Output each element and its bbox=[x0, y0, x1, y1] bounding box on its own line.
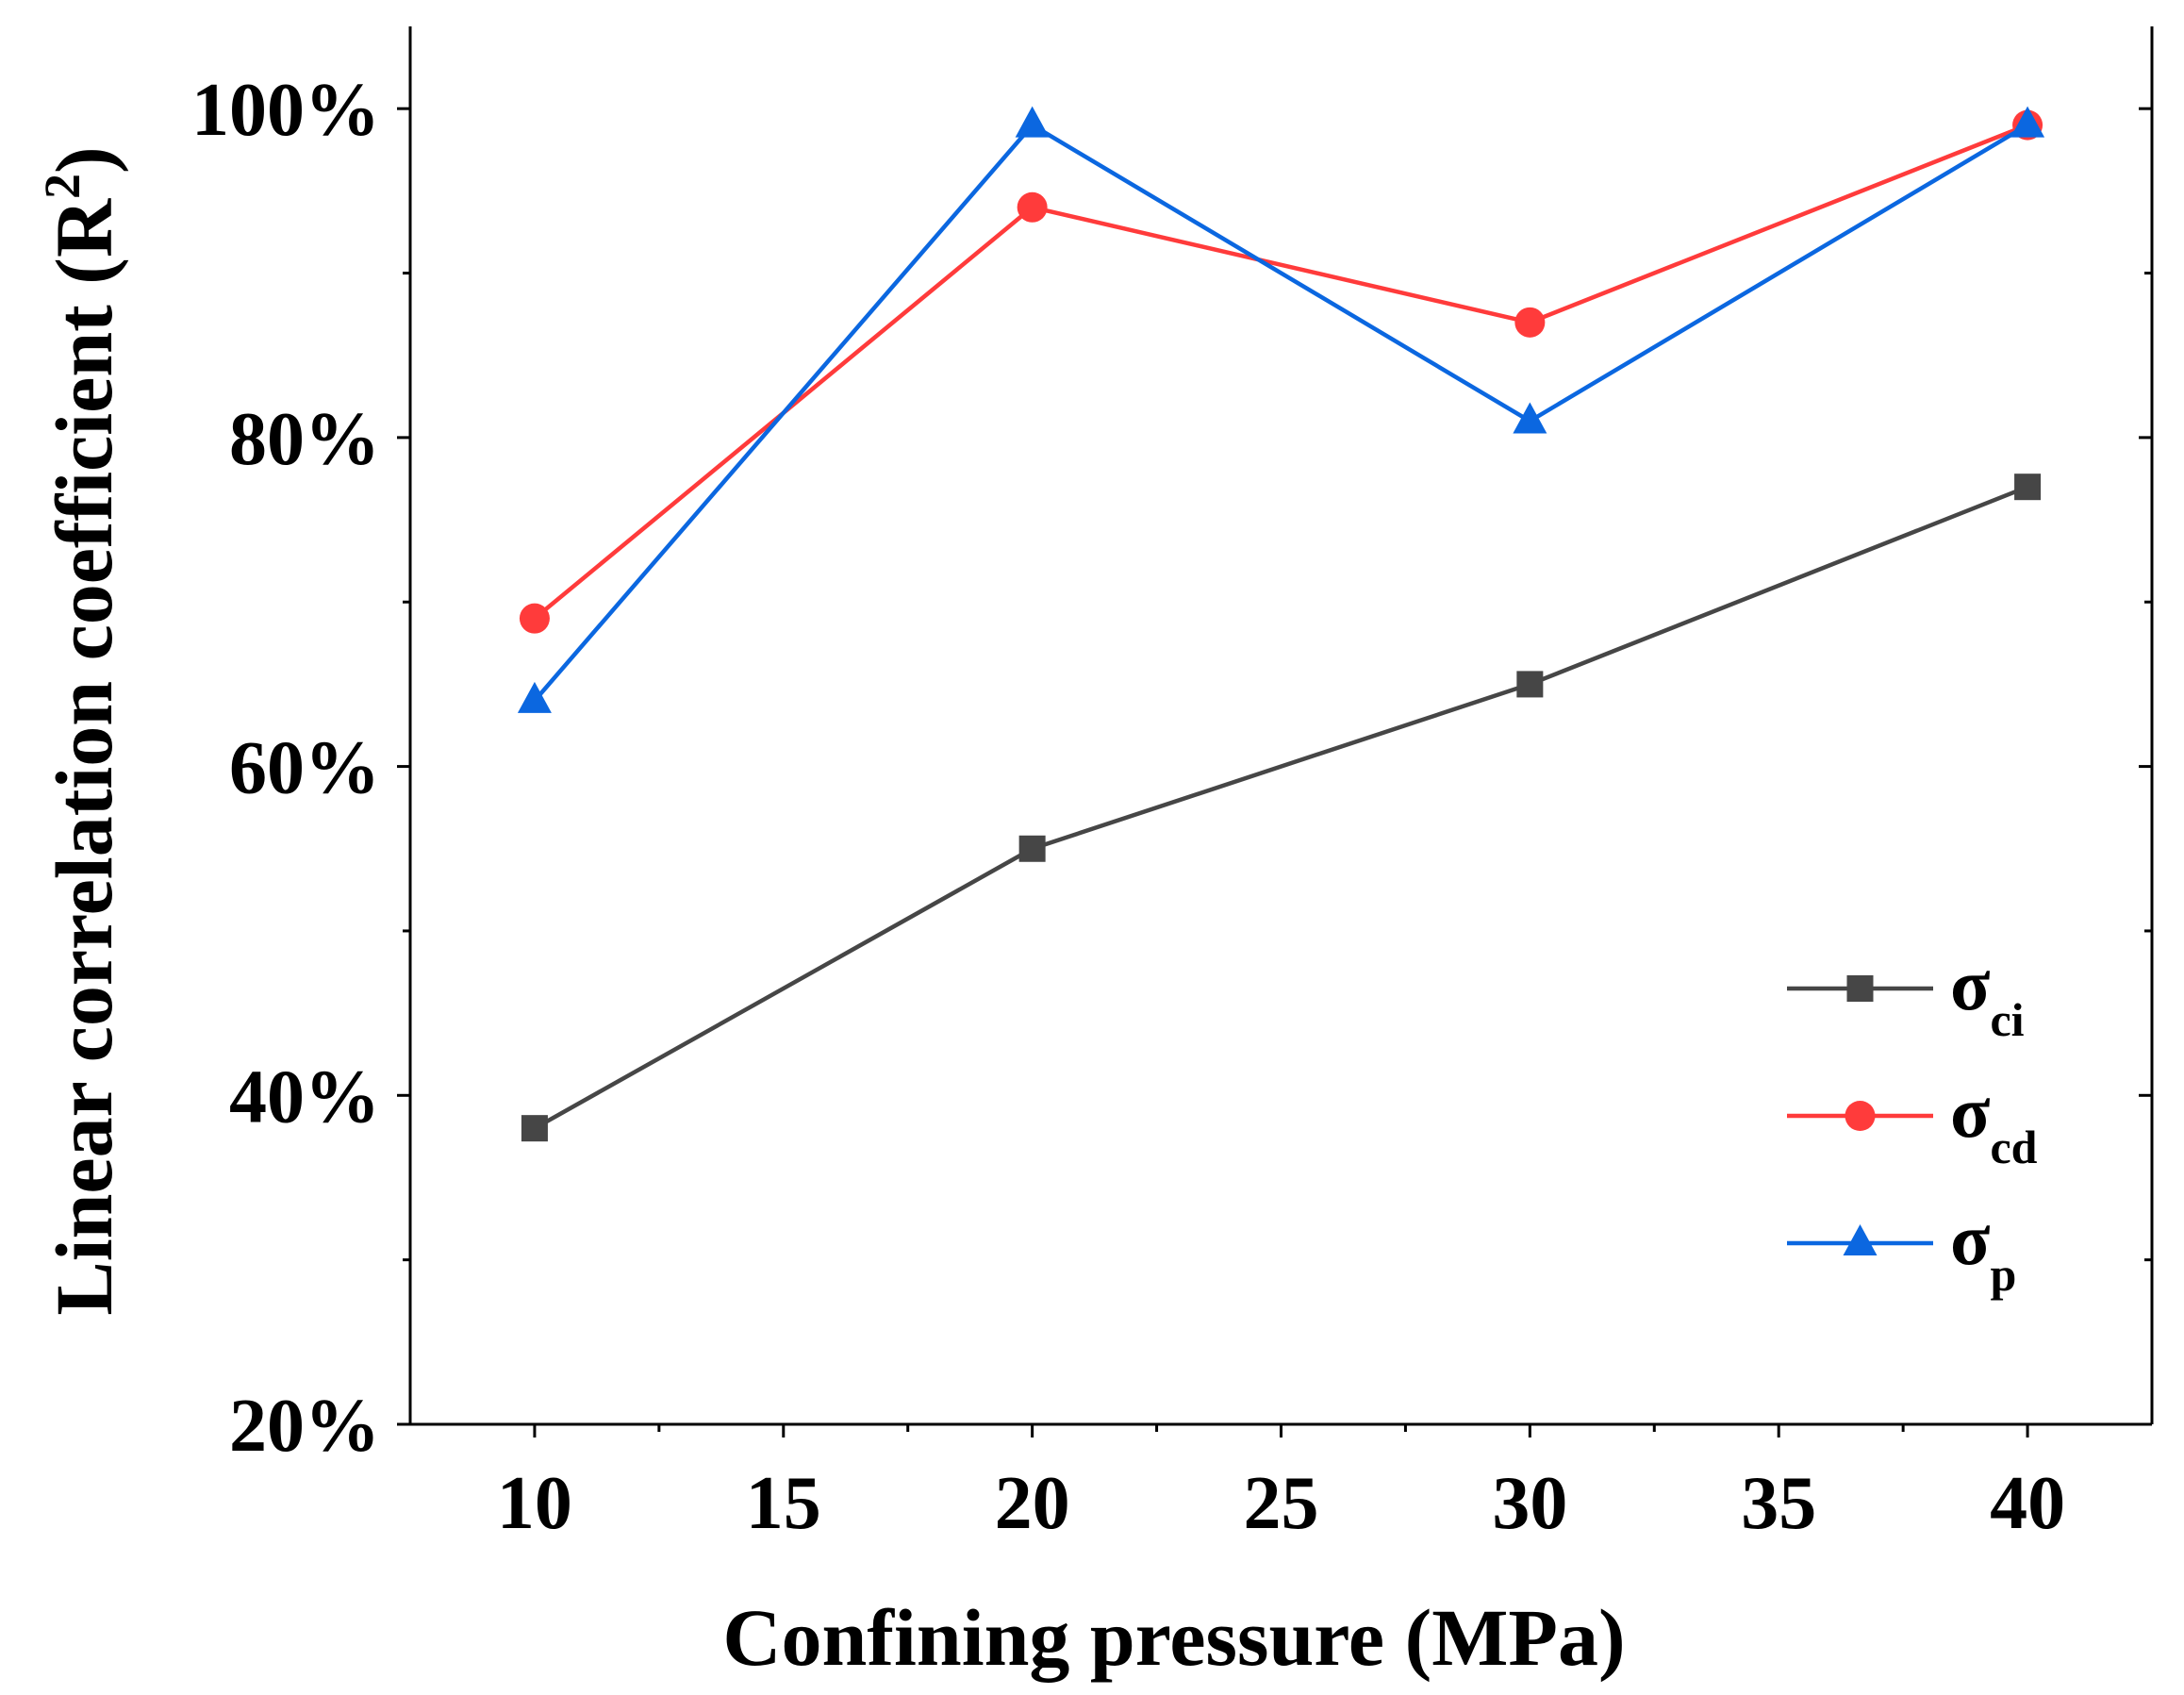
legend-label-subscript: cd bbox=[1990, 1121, 2037, 1173]
data-point-cd bbox=[1514, 307, 1546, 338]
data-point-ci bbox=[2014, 474, 2042, 501]
series-p bbox=[517, 106, 2045, 713]
y-axis-title-end: ) bbox=[39, 146, 129, 174]
x-tick-label: 20 bbox=[995, 1462, 1070, 1545]
axes: 10 15 20 25 30 35 40 20% 40% 60% 80% 100% bbox=[191, 26, 2154, 1545]
data-point-ci bbox=[1018, 835, 1046, 862]
series-ci bbox=[521, 474, 2042, 1142]
x-tick-label: 25 bbox=[1244, 1462, 1319, 1545]
series-line-ci bbox=[533, 485, 2028, 1131]
legend-label-symbol: σ bbox=[1950, 943, 1990, 1025]
y-tick-label: 60% bbox=[229, 727, 380, 810]
y-axis-title: Linear correlation coefficient (R2) bbox=[34, 146, 129, 1315]
legend-marker bbox=[1846, 975, 1874, 1002]
legend-item-p: σp bbox=[1787, 1198, 2016, 1301]
legend-label: σci bbox=[1950, 943, 2025, 1046]
x-tick-label: 10 bbox=[497, 1462, 572, 1545]
legend-item-ci: σci bbox=[1787, 943, 2025, 1046]
x-tick-label: 40 bbox=[1990, 1462, 2065, 1545]
y-axis-title-sup: 2 bbox=[34, 174, 91, 199]
data-point-p bbox=[1015, 106, 1050, 138]
legend-label-subscript: p bbox=[1990, 1248, 2016, 1301]
x-tick-label: 35 bbox=[1741, 1462, 1816, 1545]
data-point-cd bbox=[1017, 191, 1048, 223]
data-point-ci bbox=[521, 1115, 548, 1142]
legend-marker bbox=[1845, 1101, 1876, 1131]
legend-item-cd: σcd bbox=[1787, 1071, 2038, 1173]
series-layer bbox=[517, 106, 2045, 1142]
y-tick-label: 80% bbox=[229, 398, 380, 481]
series-line-cd bbox=[533, 123, 2028, 621]
series-cd bbox=[519, 109, 2043, 634]
series-line-p bbox=[533, 123, 2029, 703]
legend-marker bbox=[1843, 1224, 1878, 1255]
legend-label: σcd bbox=[1950, 1071, 2038, 1173]
data-point-cd bbox=[519, 603, 550, 634]
y-tick-label: 100% bbox=[191, 69, 380, 152]
legend-label-symbol: σ bbox=[1950, 1071, 1990, 1153]
y-tick-label: 40% bbox=[229, 1055, 380, 1138]
legend-label: σp bbox=[1950, 1198, 2016, 1301]
data-point-p bbox=[2010, 106, 2045, 138]
data-point-p bbox=[1513, 402, 1547, 434]
data-point-ci bbox=[1516, 671, 1544, 698]
data-point-p bbox=[517, 681, 552, 713]
x-tick-label: 30 bbox=[1492, 1462, 1567, 1545]
y-tick-label: 20% bbox=[229, 1385, 380, 1468]
legend-label-subscript: ci bbox=[1990, 993, 2024, 1046]
x-axis-title: Confining pressure (MPa) bbox=[722, 1592, 1625, 1683]
legend-label-symbol: σ bbox=[1950, 1198, 1990, 1280]
x-tick-label: 15 bbox=[746, 1462, 821, 1545]
y-axis-title-main: Linear correlation coefficient (R bbox=[39, 198, 129, 1316]
